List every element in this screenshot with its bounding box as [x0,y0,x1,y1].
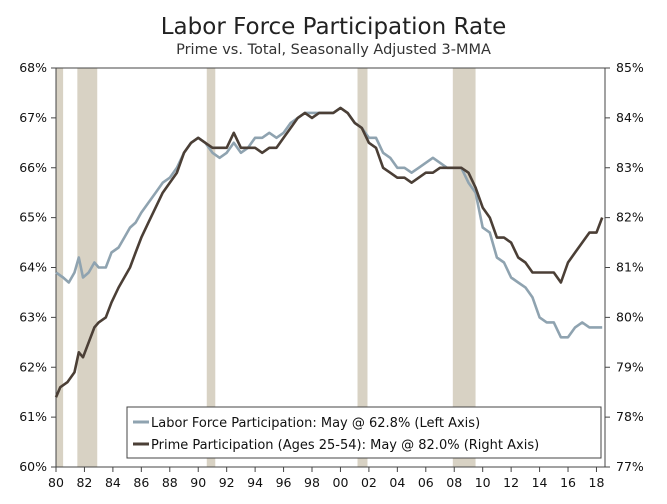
legend-label-1: Prime Participation (Ages 25-54): May @ … [151,438,539,453]
left-tick-label: 65% [19,210,47,225]
x-tick-label: 96 [276,475,292,490]
x-tick-label: 86 [133,475,149,490]
right-tick-label: 83% [616,160,644,175]
left-tick-label: 64% [19,260,47,275]
left-tick-label: 62% [19,359,47,374]
x-tick-label: 16 [560,475,576,490]
recession-band-0 [56,68,64,467]
x-tick-label: 92 [219,475,235,490]
left-tick-label: 60% [19,459,47,474]
left-tick-label: 67% [19,110,47,125]
legend-label-0: Labor Force Participation: May @ 62.8% (… [151,416,480,431]
chart-title: Labor Force Participation Rate [160,14,507,40]
x-tick-label: 08 [446,475,462,490]
x-tick-label: 02 [361,475,377,490]
x-tick-label: 84 [105,475,121,490]
recession-bands [56,68,476,467]
x-tick-label: 80 [48,475,64,490]
right-tick-label: 82% [616,210,644,225]
series-line-labor-force [55,106,603,339]
right-tick-label: 79% [616,359,644,374]
x-tick-label: 04 [389,475,405,490]
right-tick-label: 78% [616,409,644,424]
legend: Labor Force Participation: May @ 62.8% (… [126,406,602,459]
left-tick-label: 61% [19,409,47,424]
legend-box [126,406,602,459]
x-tick-label: 06 [418,475,434,490]
x-tick-label: 18 [589,475,605,490]
x-tick-label: 94 [247,475,263,490]
right-tick-label: 84% [616,110,644,125]
series-line-prime [54,106,604,398]
x-tick-label: 00 [333,475,349,490]
recession-band-1 [77,68,98,467]
left-tick-label: 66% [19,160,47,175]
right-tick-label: 80% [616,309,644,324]
x-tick-label: 90 [190,475,206,490]
right-tick-label: 85% [616,60,644,75]
right-tick-label: 81% [616,260,644,275]
recession-band-2 [206,68,216,467]
right-tick-label: 77% [616,459,644,474]
chart-subtitle: Prime vs. Total, Seasonally Adjusted 3-M… [176,42,491,58]
x-tick-label: 14 [532,475,548,490]
x-tick-label: 82 [76,475,92,490]
left-tick-label: 68% [19,60,47,75]
x-tick-label: 10 [475,475,491,490]
x-tick-label: 88 [162,475,178,490]
x-tick-label: 12 [503,475,519,490]
recession-band-3 [357,68,368,467]
x-tick-label: 98 [304,475,320,490]
axes: 60% 61% 62% 63% 64% 65% 66% 67% 68% 77% 78% 79% 80% 8… [19,60,644,490]
left-tick-label: 63% [19,309,47,324]
series-lines [54,106,604,398]
